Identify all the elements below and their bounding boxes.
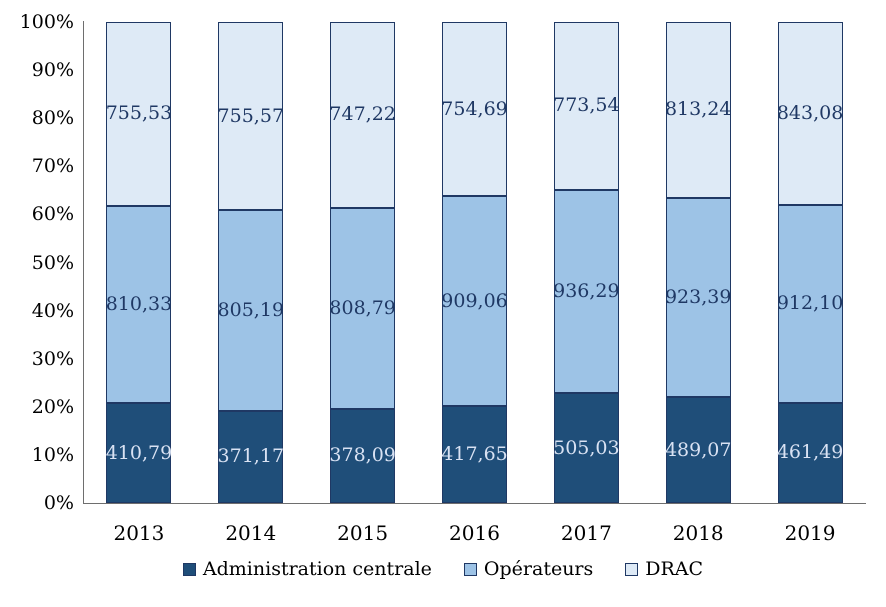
bar-segment: 773,54 <box>553 22 620 190</box>
y-axis-tick-label: 100% <box>19 11 74 33</box>
bar-segment: 808,79 <box>329 207 396 409</box>
x-axis-category-label: 2018 <box>672 521 724 545</box>
x-axis-category-label: 2016 <box>449 521 500 545</box>
legend: Administration centrale Opérateurs DRAC <box>0 558 886 580</box>
x-axis-category-label: 2017 <box>560 521 612 545</box>
bar-value-label: 773,54 <box>553 94 620 117</box>
bar-segment: 755,57 <box>217 22 285 211</box>
x-axis-category-label: 2015 <box>337 521 389 545</box>
bar-segment: 813,24 <box>664 22 732 198</box>
bar-value-label: 810,33 <box>105 292 173 315</box>
bar-segment: 909,06 <box>441 196 508 407</box>
y-axis-tick-label: 60% <box>31 203 74 226</box>
bar-segment: 805,19 <box>217 210 285 411</box>
bar-segment: 747,22 <box>329 22 396 208</box>
legend-swatch <box>182 562 196 576</box>
bar-value-label: 755,57 <box>217 104 285 127</box>
bar-segment: 489,07 <box>664 397 732 503</box>
x-axis-line <box>83 503 866 504</box>
bar-segment: 371,17 <box>217 410 285 503</box>
bar-segment: 378,09 <box>329 408 396 503</box>
legend-item: Opérateurs <box>463 558 594 580</box>
legend-swatch <box>625 562 639 576</box>
bar-value-label: 410,79 <box>105 441 173 464</box>
bar-value-label: 813,24 <box>664 98 732 121</box>
y-axis-tick-label: 40% <box>31 299 74 322</box>
bar-value-label: 909,06 <box>441 289 508 312</box>
y-axis-tick-label: 0% <box>43 492 74 514</box>
x-axis-category-label: 2013 <box>113 521 165 545</box>
bar-segment: 417,65 <box>441 406 508 503</box>
y-axis-tick-label: 10% <box>31 443 74 466</box>
y-axis-tick-label: 50% <box>31 251 74 274</box>
bar-segment: 843,08 <box>776 22 844 205</box>
bar-value-label: 923,39 <box>664 286 732 309</box>
y-axis-tick-label: 30% <box>31 347 74 370</box>
y-axis-tick-label: 20% <box>31 395 74 418</box>
bar-value-label: 378,09 <box>329 444 396 467</box>
bar-value-label: 489,07 <box>664 438 732 461</box>
bar-value-label: 461,49 <box>776 441 844 464</box>
bar-value-label: 936,29 <box>553 280 620 303</box>
legend-item: Administration centrale <box>182 558 432 580</box>
bar-value-label: 843,08 <box>776 101 844 124</box>
legend-label: Opérateurs <box>483 558 594 580</box>
bar-segment: 936,29 <box>553 189 620 394</box>
bar-value-label: 417,65 <box>441 443 508 466</box>
bar-value-label: 808,79 <box>329 296 396 319</box>
bar-segment: 410,79 <box>105 403 173 503</box>
bar-segment: 912,10 <box>776 204 844 403</box>
x-axis-category-label: 2014 <box>225 521 277 545</box>
bar-segment: 923,39 <box>664 197 732 398</box>
y-axis-tick-label: 90% <box>31 59 74 82</box>
bar-value-label: 805,19 <box>217 298 285 321</box>
bar-segment: 755,53 <box>105 22 173 206</box>
bar-segment: 810,33 <box>105 205 173 404</box>
bar-value-label: 505,03 <box>553 436 620 459</box>
bar-value-label: 747,22 <box>329 103 396 126</box>
bar-segment: 461,49 <box>776 402 844 503</box>
bar-value-label: 754,69 <box>441 97 508 120</box>
legend-item: DRAC <box>625 558 703 580</box>
bar-value-label: 371,17 <box>217 445 285 468</box>
y-axis-tick-label: 80% <box>31 107 74 130</box>
y-axis-line <box>83 21 84 504</box>
bar-value-label: 912,10 <box>776 292 844 315</box>
legend-label: Administration centrale <box>202 558 432 580</box>
y-axis-tick-label: 70% <box>31 155 74 178</box>
bar-value-label: 755,53 <box>105 102 173 125</box>
legend-swatch <box>463 562 477 576</box>
x-axis-category-label: 2019 <box>784 521 836 545</box>
bar-segment: 754,69 <box>441 22 508 197</box>
bar-segment: 505,03 <box>553 393 620 503</box>
legend-label: DRAC <box>645 558 704 580</box>
